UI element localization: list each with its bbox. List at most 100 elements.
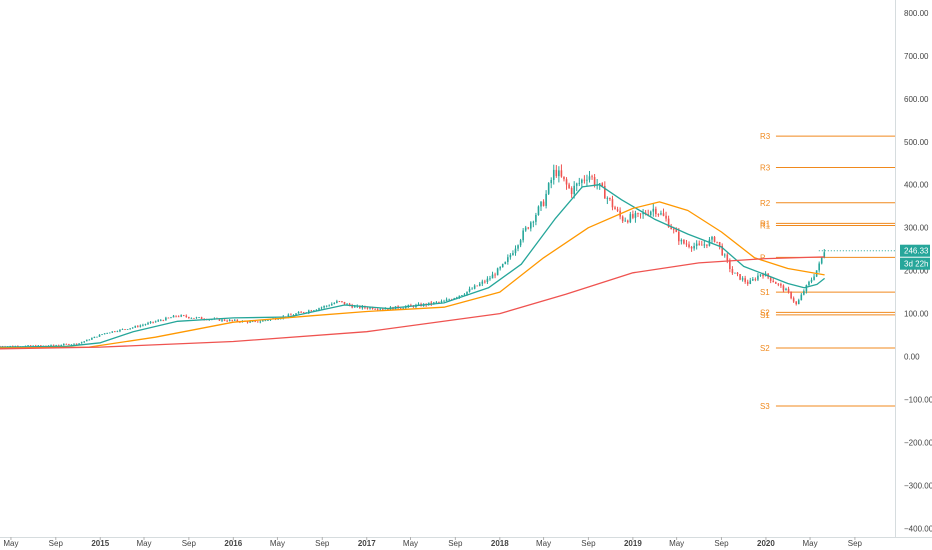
candle bbox=[106, 332, 108, 334]
candle bbox=[60, 344, 63, 346]
candle bbox=[27, 345, 29, 347]
candle bbox=[512, 250, 514, 256]
last-price-badge bbox=[900, 244, 930, 257]
candle bbox=[560, 164, 563, 178]
candle bbox=[121, 328, 124, 330]
candle bbox=[792, 296, 795, 303]
candle bbox=[537, 205, 540, 216]
x-tick-label: May bbox=[802, 539, 817, 548]
candle bbox=[221, 318, 223, 323]
candle bbox=[499, 266, 501, 271]
candle bbox=[741, 276, 744, 282]
candle bbox=[83, 341, 86, 343]
candle bbox=[96, 336, 98, 338]
candle bbox=[165, 316, 167, 321]
candle bbox=[662, 208, 665, 217]
candle bbox=[563, 176, 565, 182]
x-tick-label: 2017 bbox=[358, 539, 376, 548]
candle bbox=[65, 343, 68, 345]
candle bbox=[820, 256, 823, 265]
candle bbox=[471, 287, 473, 290]
candle bbox=[491, 271, 494, 279]
candle bbox=[632, 210, 634, 220]
candle bbox=[634, 210, 637, 223]
candles bbox=[0, 164, 826, 348]
candle bbox=[787, 286, 790, 294]
candle bbox=[501, 263, 504, 268]
candle bbox=[325, 305, 328, 308]
candle bbox=[445, 297, 448, 302]
candle bbox=[185, 314, 188, 318]
candle bbox=[159, 319, 162, 322]
candle bbox=[565, 177, 568, 190]
candle bbox=[142, 323, 144, 327]
candle bbox=[522, 228, 524, 243]
x-tick-label: Sep bbox=[182, 539, 197, 548]
x-tick-label: May bbox=[3, 539, 18, 548]
candle bbox=[675, 227, 678, 233]
candle bbox=[481, 279, 484, 287]
candle bbox=[616, 206, 619, 213]
candle bbox=[333, 302, 336, 305]
pivot-label-r1: R1 bbox=[760, 219, 771, 228]
x-tick-label: Sep bbox=[49, 539, 64, 548]
candle bbox=[346, 303, 348, 305]
y-tick-label: 100.00 bbox=[904, 310, 929, 319]
candle bbox=[124, 329, 126, 331]
candle bbox=[374, 308, 376, 310]
candle bbox=[680, 238, 683, 245]
candle bbox=[545, 190, 547, 209]
candle bbox=[552, 164, 555, 185]
candle bbox=[195, 316, 198, 319]
candle bbox=[75, 343, 78, 345]
candle bbox=[759, 274, 762, 277]
candle bbox=[795, 301, 798, 306]
last-price-value: 246.33 bbox=[904, 247, 929, 256]
candle bbox=[126, 329, 129, 330]
candle bbox=[813, 273, 815, 281]
x-tick-label: 2015 bbox=[91, 539, 109, 548]
candle bbox=[754, 277, 757, 282]
candle bbox=[223, 319, 226, 322]
candle bbox=[172, 314, 175, 318]
countdown-value: 3d 22h bbox=[904, 260, 928, 269]
price-axis[interactable]: 800.00 700.00 600.00 500.00 400.00 300.00 200.… bbox=[904, 9, 932, 534]
candle bbox=[678, 227, 680, 245]
candle bbox=[621, 215, 624, 223]
candle bbox=[476, 285, 479, 287]
candle bbox=[330, 302, 333, 306]
candle bbox=[558, 166, 560, 183]
candle bbox=[575, 182, 578, 192]
candle bbox=[685, 239, 688, 247]
candle bbox=[532, 220, 535, 228]
candle bbox=[302, 311, 305, 314]
candle bbox=[50, 344, 52, 347]
price-badges: 246.33 3d 22h bbox=[900, 244, 930, 270]
candle bbox=[315, 309, 318, 311]
candle bbox=[157, 319, 160, 322]
candle bbox=[144, 323, 147, 326]
candle bbox=[637, 212, 639, 218]
candle bbox=[810, 277, 813, 284]
candle bbox=[790, 291, 792, 300]
candle bbox=[417, 302, 420, 306]
candle bbox=[200, 316, 203, 320]
x-tick-label: May bbox=[536, 539, 551, 548]
time-axis[interactable]: May Sep 2015 May Sep 2016 May Sep 2017 May Sep 2018… bbox=[3, 537, 863, 548]
candle bbox=[134, 325, 137, 328]
candle bbox=[152, 321, 154, 324]
x-tick-label: May bbox=[136, 539, 151, 548]
candle bbox=[91, 337, 93, 340]
candle bbox=[530, 221, 532, 232]
y-tick-label: 300.00 bbox=[904, 224, 929, 233]
candle bbox=[98, 334, 101, 337]
candle bbox=[609, 197, 611, 201]
candle bbox=[736, 272, 739, 277]
candle bbox=[690, 245, 693, 252]
candle bbox=[639, 213, 642, 219]
candle bbox=[780, 282, 782, 288]
candle bbox=[57, 344, 60, 346]
y-tick-label: −200.00 bbox=[904, 438, 932, 447]
candle bbox=[507, 254, 509, 265]
